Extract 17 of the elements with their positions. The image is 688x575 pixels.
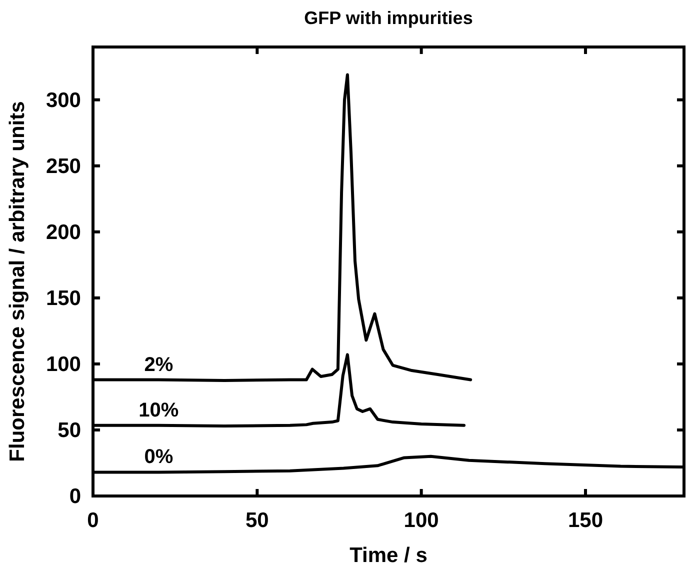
series-label: 0% <box>144 446 174 468</box>
y-tick-label: 300 <box>46 88 81 112</box>
y-tick-label: 0 <box>69 485 81 508</box>
chart-title: GFP with impurities <box>304 8 473 28</box>
y-axis-title: Fluorescence signal / arbitrary units <box>6 101 29 462</box>
x-tick-label: 50 <box>245 509 269 532</box>
y-tick-label: 200 <box>46 220 81 244</box>
y-tick-label: 50 <box>58 418 81 442</box>
y-tick-label: 150 <box>46 286 81 310</box>
x-tick-label: 100 <box>404 509 439 532</box>
x-axis-title: Time / s <box>350 544 428 567</box>
x-tick-label: 0 <box>87 509 99 532</box>
series-label: 2% <box>144 354 174 376</box>
series-label: 10% <box>138 399 179 422</box>
y-tick-label: 250 <box>46 154 81 178</box>
x-tick-label: 150 <box>568 509 604 532</box>
y-tick-label: 100 <box>46 352 81 376</box>
